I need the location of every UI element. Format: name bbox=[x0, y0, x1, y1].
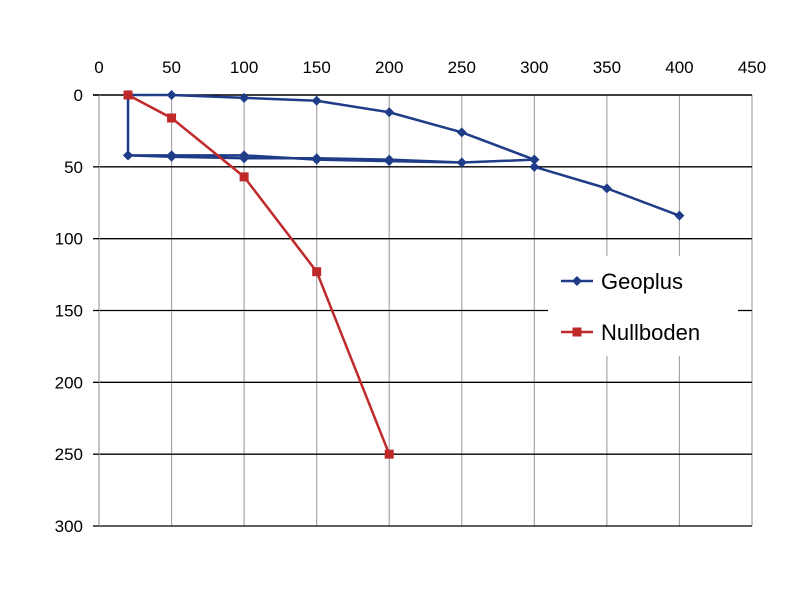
legend-background bbox=[548, 256, 738, 356]
x-tick-label: 400 bbox=[665, 58, 693, 77]
data-point-geoplus bbox=[166, 151, 177, 162]
series-line-nullboden bbox=[127, 93, 391, 455]
data-point-geoplus bbox=[384, 154, 395, 165]
data-point-geoplus bbox=[529, 161, 540, 172]
y-tick-label: 250 bbox=[55, 445, 83, 464]
x-tick-label: 250 bbox=[448, 58, 476, 77]
x-tick-label: 50 bbox=[162, 58, 181, 77]
y-tick-label: 50 bbox=[64, 158, 83, 177]
y-tick-label: 200 bbox=[55, 373, 83, 392]
data-point-nullboden bbox=[123, 90, 133, 100]
x-tick-label: 450 bbox=[738, 58, 766, 77]
series-layer bbox=[123, 90, 685, 459]
data-point-geoplus bbox=[239, 92, 250, 103]
legend-marker-geoplus bbox=[572, 276, 582, 286]
x-tick-label: 100 bbox=[230, 58, 258, 77]
x-tick-labels: 0 50 100 150 200 250 300 350 400 450 bbox=[94, 58, 766, 77]
y-tick-label: 0 bbox=[74, 86, 83, 105]
y-tick-label: 300 bbox=[55, 517, 83, 536]
data-point-nullboden bbox=[239, 172, 249, 182]
data-point-geoplus bbox=[384, 107, 395, 118]
data-point-geoplus bbox=[239, 153, 250, 164]
data-point-geoplus bbox=[529, 154, 540, 165]
x-tick-label: 200 bbox=[375, 58, 403, 77]
data-point-nullboden bbox=[384, 449, 394, 459]
y-tick-label: 100 bbox=[55, 230, 83, 249]
data-point-nullboden bbox=[312, 267, 322, 277]
data-point-geoplus bbox=[601, 183, 612, 194]
x-tick-label: 150 bbox=[302, 58, 330, 77]
x-tick-label: 350 bbox=[593, 58, 621, 77]
y-tick-label: 150 bbox=[55, 302, 83, 321]
x-tick-label: 300 bbox=[520, 58, 548, 77]
data-point-nullboden bbox=[167, 113, 177, 123]
data-point-geoplus bbox=[674, 210, 685, 221]
legend-label-nullboden: Nullboden bbox=[601, 320, 700, 345]
x-tick-label: 0 bbox=[94, 58, 103, 77]
data-point-geoplus bbox=[166, 90, 177, 100]
data-point-geoplus bbox=[311, 153, 322, 164]
horizontal-gridlines bbox=[99, 166, 752, 527]
legend-label-geoplus: Geoplus bbox=[601, 269, 683, 294]
y-tick-labels: 0 50 100 150 200 250 300 bbox=[55, 86, 83, 536]
series-line-geoplus bbox=[126, 93, 680, 217]
data-point-geoplus bbox=[123, 150, 134, 161]
legend-marker-nullboden bbox=[572, 327, 582, 337]
data-point-geoplus bbox=[456, 127, 467, 138]
legend: Geoplus Nullboden bbox=[548, 256, 738, 356]
data-point-geoplus bbox=[311, 95, 322, 106]
data-point-geoplus bbox=[456, 157, 467, 168]
